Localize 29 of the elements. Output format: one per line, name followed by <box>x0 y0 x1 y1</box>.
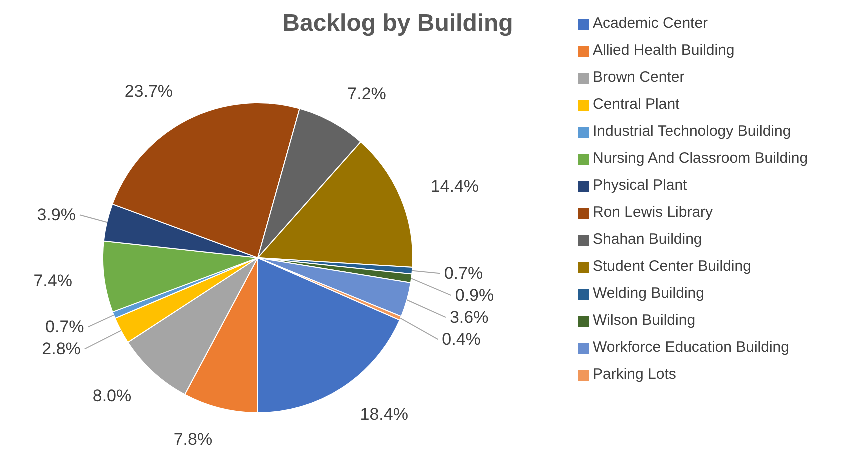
legend-label: Nursing And Classroom Building <box>593 149 808 169</box>
legend-label: Welding Building <box>593 284 704 304</box>
legend-label: Academic Center <box>593 14 708 34</box>
data-label: 7.4% <box>34 272 72 291</box>
legend-label: Workforce Education Building <box>593 338 790 358</box>
data-label: 7.2% <box>348 84 386 104</box>
legend-label: Wilson Building <box>593 311 696 331</box>
data-label: 7.8% <box>174 430 213 449</box>
legend-label: Physical Plant <box>593 176 688 196</box>
data-label: 18.4% <box>360 405 408 424</box>
data-label: 0.9% <box>455 286 494 306</box>
legend-label: Industrial Technology Building <box>593 122 792 142</box>
legend-label: Shahan Building <box>593 230 702 250</box>
data-label: 3.9% <box>37 206 76 225</box>
legend-label: Central Plant <box>593 95 680 115</box>
data-label: 0.4% <box>442 330 481 350</box>
legend-label: Parking Lots <box>593 365 676 385</box>
data-label: 3.6% <box>450 308 489 328</box>
chart-title: Backlog by Building <box>282 10 514 38</box>
legend-label: Student Center Building <box>593 257 752 277</box>
data-label: 23.7% <box>124 82 174 101</box>
data-label: 0.7% <box>46 318 84 337</box>
data-label: 2.8% <box>42 340 81 359</box>
data-label: 0.7% <box>444 264 484 284</box>
legend-label: Brown Center <box>593 68 685 88</box>
data-label: 14.4% <box>430 177 480 196</box>
legend-label: Allied Health Building <box>593 41 735 61</box>
legend-label: Ron Lewis Library <box>593 203 714 223</box>
data-label: 8.0% <box>92 386 132 406</box>
